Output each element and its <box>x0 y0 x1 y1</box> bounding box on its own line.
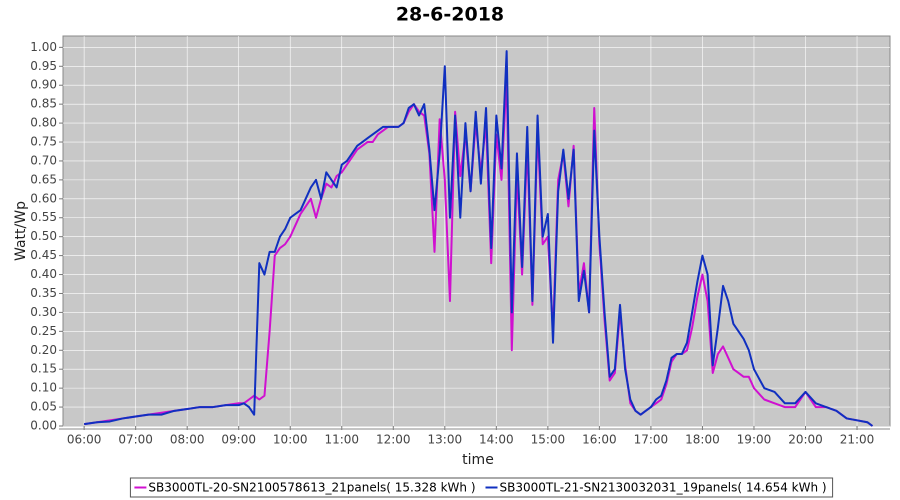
y-tick-label: 0.30 <box>30 305 57 319</box>
chart-title: 28-6-2018 <box>396 4 504 26</box>
x-tick-label: 07:00 <box>118 433 153 447</box>
x-tick-label: 09:00 <box>221 433 256 447</box>
legend-box <box>129 477 834 498</box>
x-tick-label: 12:00 <box>376 433 411 447</box>
y-tick-label: 0.45 <box>30 248 57 262</box>
y-axis-label: Watt/Wp <box>13 201 29 261</box>
y-tick-label: 0.15 <box>30 362 57 376</box>
x-axis-label: time <box>462 452 494 468</box>
y-tick-label: 0.00 <box>30 419 57 433</box>
x-tick-label: 18:00 <box>685 433 720 447</box>
y-tick-label: 0.80 <box>30 116 57 130</box>
y-tick-label: 0.40 <box>30 267 57 281</box>
y-tick-label: 0.10 <box>30 381 57 395</box>
y-tick-label: 0.75 <box>30 135 57 149</box>
x-tick-label: 19:00 <box>737 433 772 447</box>
x-tick-label: 14:00 <box>479 433 514 447</box>
y-tick-label: 0.95 <box>30 59 57 73</box>
y-tick-label: 0.85 <box>30 97 57 111</box>
legend-item: SB3000TL-20-SN2100578613_21panels( 15.32… <box>134 481 476 495</box>
legend-label: SB3000TL-21-SN2130032031_19panels( 14.65… <box>500 481 827 495</box>
grid <box>63 36 890 427</box>
x-tick-label: 06:00 <box>67 433 102 447</box>
x-tick-label: 20:00 <box>788 433 823 447</box>
series-line <box>83 50 874 427</box>
y-tick-label: 0.05 <box>30 400 57 414</box>
y-tick-label: 0.60 <box>30 191 57 205</box>
y-tick-label: 0.25 <box>30 324 57 338</box>
y-tick-label: 0.50 <box>30 229 57 243</box>
y-tick-label: 1.00 <box>30 40 57 54</box>
legend-label: SB3000TL-20-SN2100578613_21panels( 15.32… <box>148 481 475 495</box>
x-tick-label: 21:00 <box>840 433 875 447</box>
y-tick-label: 0.65 <box>30 172 57 186</box>
legend-item: SB3000TL-21-SN2130032031_19panels( 14.65… <box>485 481 827 495</box>
y-tick-label: 0.90 <box>30 78 57 92</box>
legend: SB3000TL-20-SN2100578613_21panels( 15.32… <box>129 477 834 498</box>
x-tick-label: 15:00 <box>531 433 566 447</box>
x-tick-label: 17:00 <box>634 433 669 447</box>
y-tick-label: 0.55 <box>30 210 57 224</box>
x-tick-label: 08:00 <box>170 433 205 447</box>
y-tick-label: 0.70 <box>30 153 57 167</box>
x-tick-label: 13:00 <box>428 433 463 447</box>
y-tick-label: 0.20 <box>30 343 57 357</box>
y-tick-label: 0.35 <box>30 286 57 300</box>
x-tick-label: 16:00 <box>582 433 617 447</box>
x-tick-label: 10:00 <box>273 433 308 447</box>
x-tick-label: 11:00 <box>324 433 359 447</box>
